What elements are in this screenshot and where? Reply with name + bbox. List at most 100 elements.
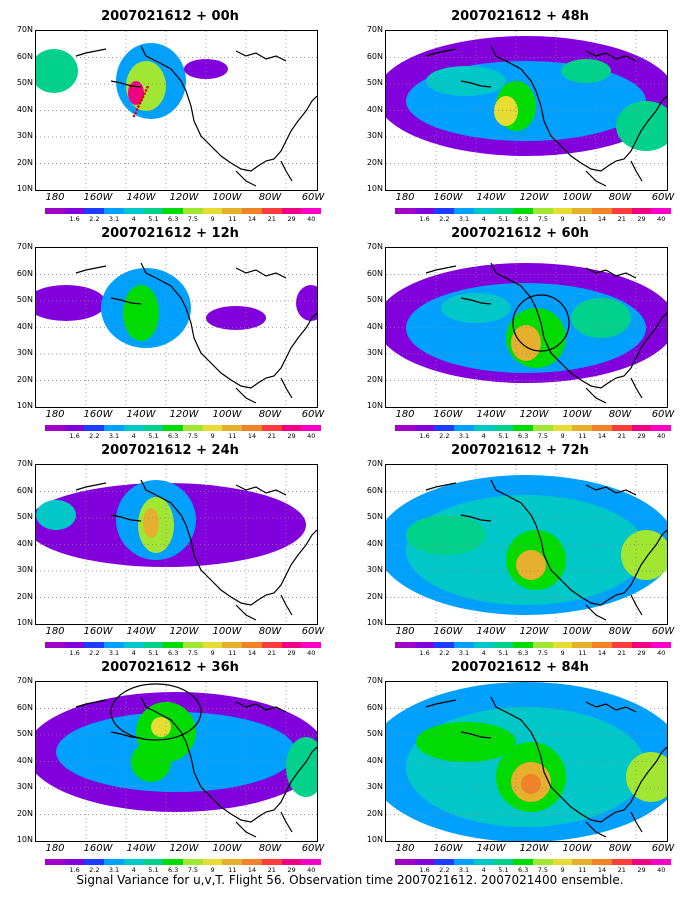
- colorbar-label: 29: [287, 215, 296, 223]
- latitude-label: 30N: [366, 565, 383, 574]
- map-panel-60h: 2007021612 + 60h 70N 60N 50N 40N 30N 20N 10N 180…: [355, 225, 685, 440]
- colorbar-swatch: [572, 859, 593, 865]
- colorbar-label: 2.2: [89, 432, 100, 440]
- colorbar-label: 6.3: [518, 432, 529, 440]
- colorbar-label: 7.5: [187, 649, 199, 657]
- colorbar-label: 14: [597, 215, 607, 223]
- variance-contour-region: [131, 742, 171, 782]
- latitude-label: 10N: [16, 618, 33, 627]
- colorbar-label: 9: [560, 866, 565, 874]
- colorbar-swatch: [261, 859, 282, 865]
- colorbar-label: 2.2: [89, 215, 100, 223]
- longitude-label: 60W: [651, 843, 675, 854]
- longitude-label: 120W: [519, 626, 549, 637]
- latitude-label: 50N: [16, 78, 33, 87]
- colorbar-label: 9: [560, 215, 565, 223]
- colorbar-labels: 1.6 2.2 3.1 4 5.1 6.3 7.5 9 11 14 21 29 40: [395, 432, 671, 442]
- colorbar-swatch: [651, 208, 672, 214]
- variance-contour-region: [516, 550, 546, 580]
- colorbar-swatch: [123, 425, 144, 431]
- colorbar-label: 40: [307, 649, 316, 657]
- longitude-label: 180: [45, 409, 65, 420]
- colorbar-label: 4: [481, 649, 486, 657]
- colorbar-swatch: [202, 208, 223, 214]
- colorbar-label: 1.6: [419, 649, 430, 657]
- latitude-label: 60N: [16, 485, 33, 495]
- colorbar-label: 21: [617, 866, 626, 874]
- colorbar-swatch: [242, 425, 262, 431]
- colorbar-swatch: [143, 859, 164, 865]
- colorbar-label: 4: [131, 866, 136, 874]
- map-canvas: [36, 31, 317, 190]
- colorbar-label: 14: [597, 866, 607, 874]
- latitude-label: 20N: [366, 374, 383, 384]
- colorbar-swatch: [631, 642, 652, 648]
- colorbar-label: 4: [481, 432, 486, 440]
- colorbar-swatch: [222, 208, 243, 214]
- colorbar-swatch: [552, 859, 573, 865]
- colorbar-swatch: [572, 425, 593, 431]
- colorbar-label: 14: [247, 215, 257, 223]
- colorbar-labels: 1.6 2.2 3.1 4 5.1 6.3 7.5 9 11 14 21 29 40: [395, 215, 671, 225]
- longitude-label: 180: [45, 626, 65, 637]
- colorbar-swatch: [533, 208, 553, 214]
- colorbar-label: 40: [657, 432, 666, 440]
- colorbar-swatch: [183, 859, 203, 865]
- latitude-label: 10N: [366, 184, 383, 193]
- colorbar-swatch: [163, 425, 184, 431]
- colorbar-label: 29: [287, 432, 296, 440]
- map-canvas: [36, 682, 317, 841]
- longitude-label: 60W: [301, 626, 325, 637]
- variance-contour-region: [36, 500, 76, 530]
- latitude-label: 40N: [16, 755, 33, 765]
- map-panel-00h: 2007021612 + 00h 70N 60N 50N 40N 30N 20N 10N 180…: [5, 8, 335, 223]
- latitude-label: 20N: [16, 591, 33, 601]
- longitude-label: 140W: [126, 409, 156, 420]
- colorbar-label: 7.5: [187, 866, 199, 874]
- colorbar-label: 21: [267, 432, 276, 440]
- variance-contour-region: [511, 325, 541, 361]
- colorbar-label: 1.6: [69, 649, 80, 657]
- colorbar-label: 2.2: [89, 649, 100, 657]
- colorbar-label: 11: [578, 432, 587, 440]
- flight-track-point: [140, 98, 143, 102]
- latitude-label: 70N: [16, 242, 33, 251]
- map-canvas: [386, 465, 667, 624]
- longitude-label: 140W: [476, 626, 506, 637]
- longitude-label: 140W: [126, 843, 156, 854]
- colorbar: [395, 425, 672, 431]
- colorbar-swatch: [454, 642, 474, 648]
- colorbar-label: 4: [481, 215, 486, 223]
- latitude-label: 40N: [16, 104, 33, 114]
- map-panel-12h: 2007021612 + 12h 70N 60N 50N 40N 30N 20N 10N 180…: [5, 225, 335, 440]
- colorbar-label: 14: [247, 432, 257, 440]
- latitude-label: 60N: [366, 702, 383, 712]
- colorbar-label: 5.1: [498, 215, 509, 223]
- colorbar-label: 2.2: [439, 432, 450, 440]
- longitude-label: 60W: [651, 626, 675, 637]
- colorbar-label: 1.6: [419, 215, 430, 223]
- colorbar-label: 40: [657, 866, 666, 874]
- colorbar-swatch: [143, 425, 164, 431]
- colorbar-swatch: [123, 208, 144, 214]
- colorbar-label: 6.3: [168, 432, 179, 440]
- map-frame: [385, 247, 668, 408]
- latitude-label: 20N: [16, 808, 33, 818]
- colorbar-swatch: [261, 425, 282, 431]
- latitude-label: 50N: [366, 295, 383, 304]
- longitude-label: 120W: [169, 843, 199, 854]
- colorbar-swatch: [395, 859, 415, 865]
- latitude-label: 20N: [366, 157, 383, 167]
- map-frame: [385, 681, 668, 842]
- map-frame: [385, 30, 668, 191]
- map-canvas: [386, 682, 667, 841]
- colorbar-label: 40: [307, 866, 316, 874]
- colorbar-swatch: [163, 208, 184, 214]
- colorbar-swatch: [395, 425, 415, 431]
- variance-contour-region: [626, 752, 667, 802]
- colorbar-label: 21: [267, 866, 276, 874]
- colorbar-label: 29: [287, 866, 296, 874]
- colorbar-label: 29: [637, 649, 646, 657]
- latitude-label: 70N: [366, 242, 383, 251]
- colorbar-label: 2.2: [439, 215, 450, 223]
